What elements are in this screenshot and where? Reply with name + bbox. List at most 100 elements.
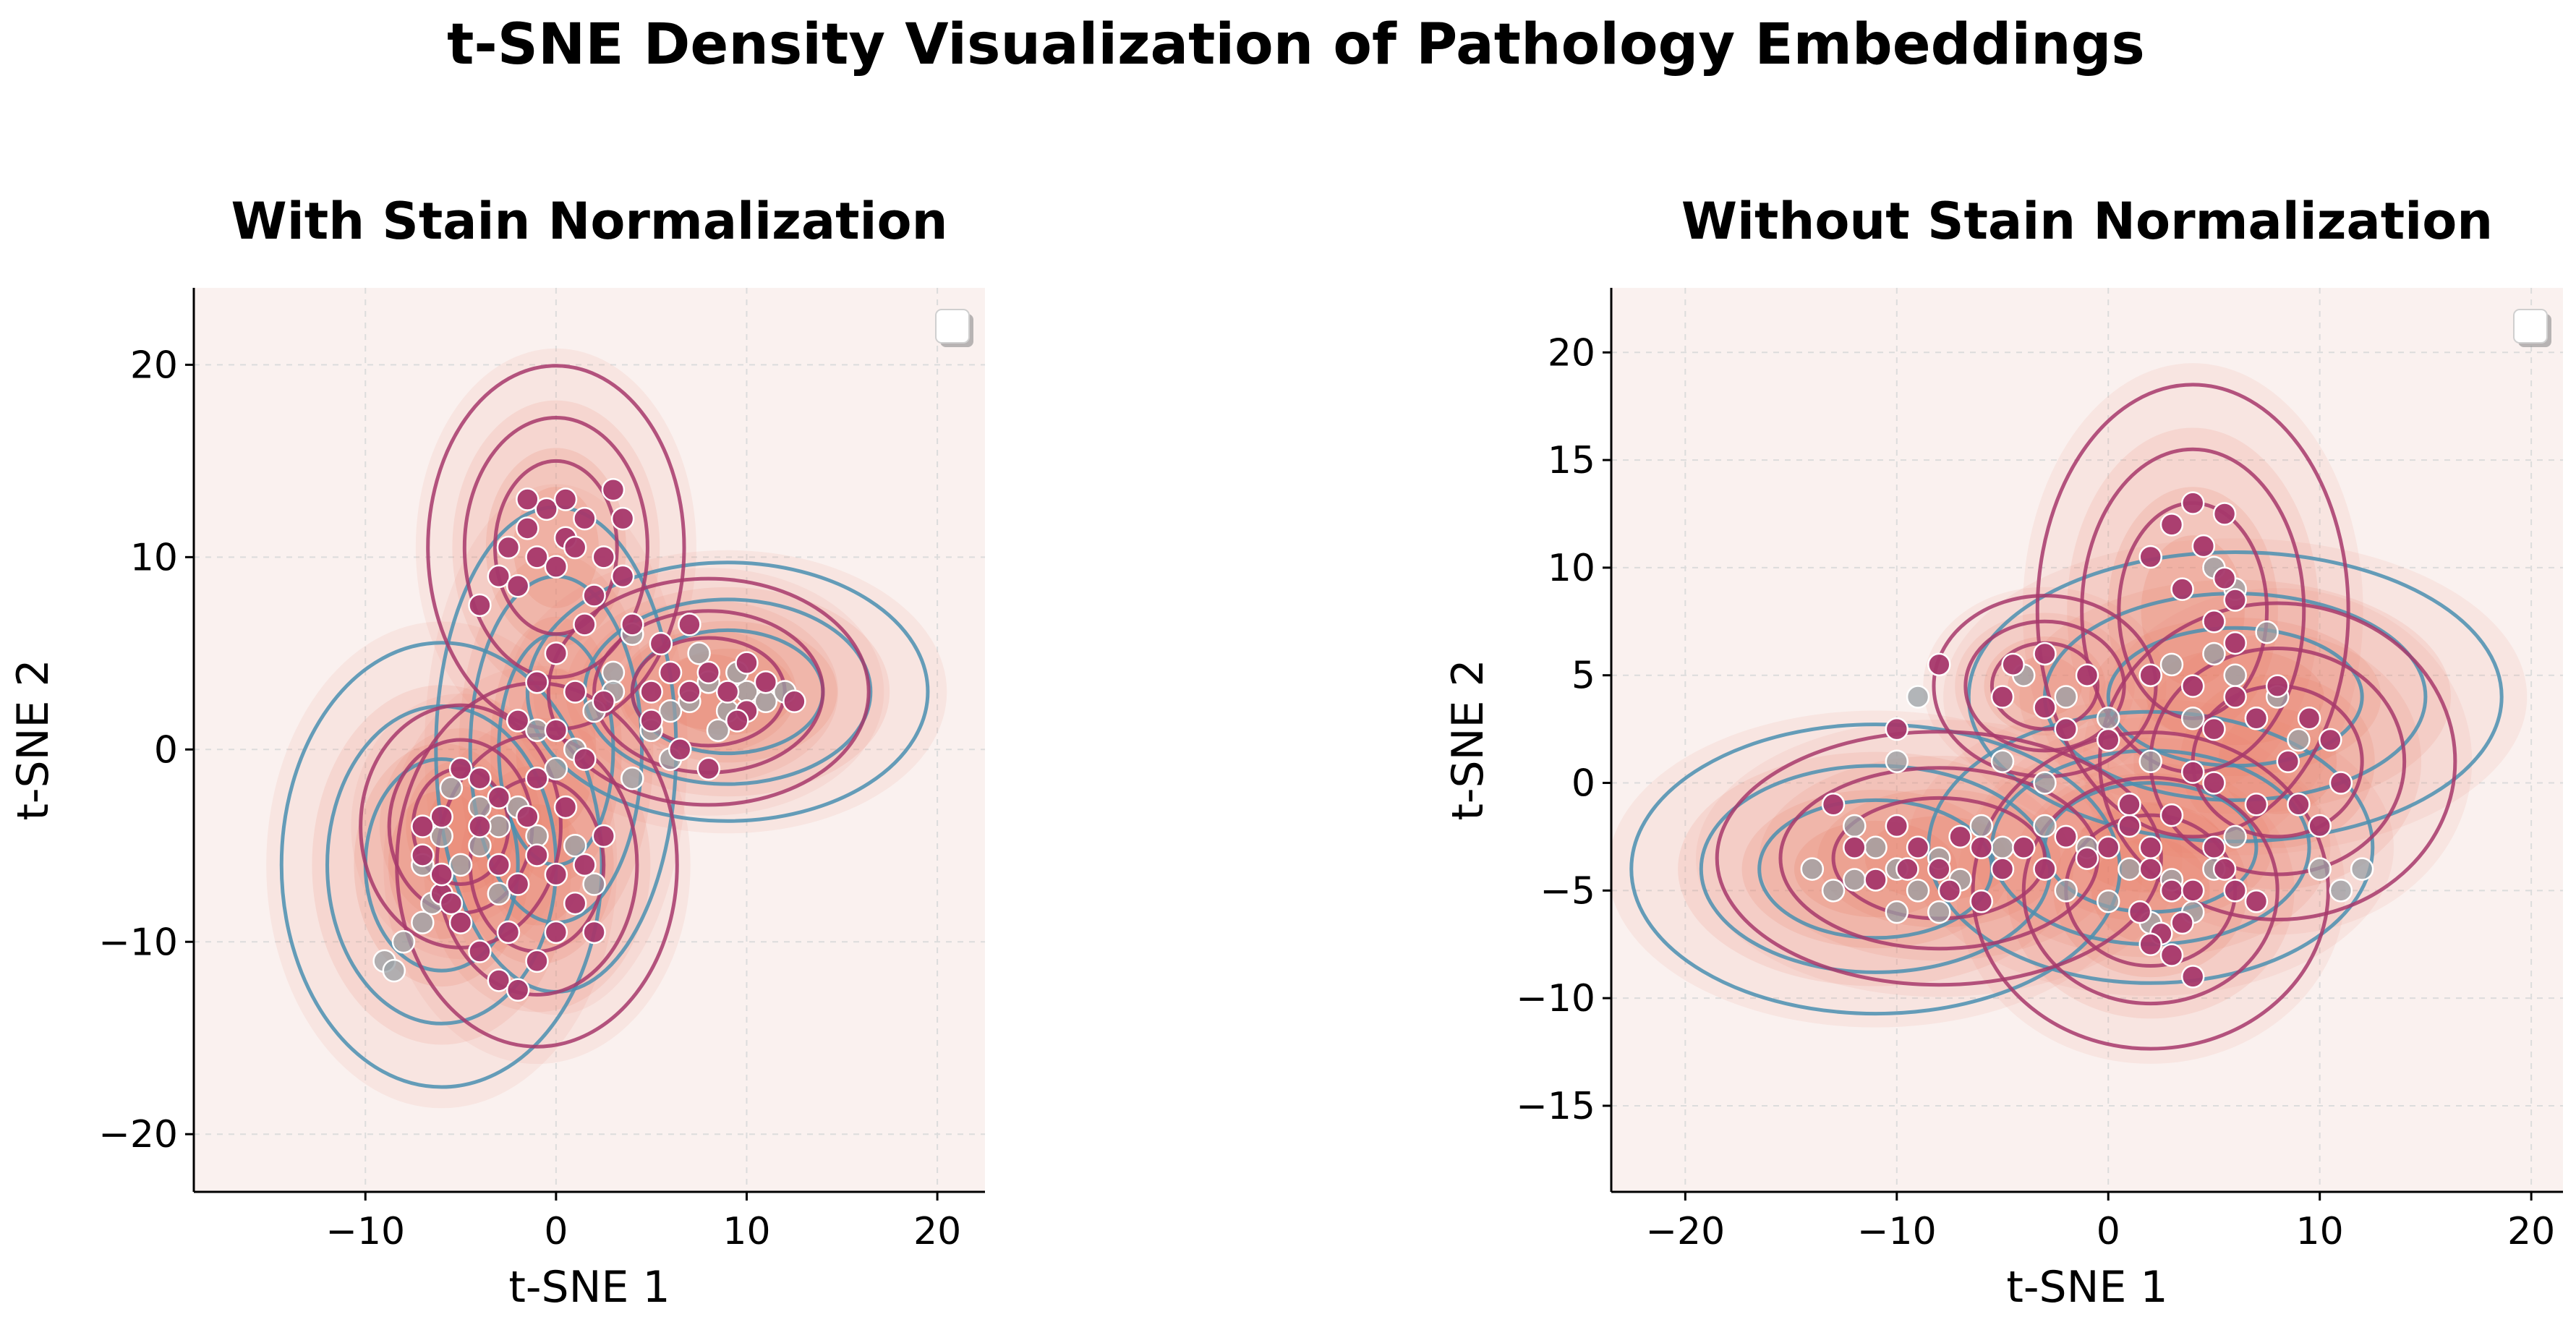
scatter-point-magenta — [2075, 663, 2099, 687]
scatter-point-grey — [544, 756, 568, 781]
scatter-point-grey — [1885, 900, 1909, 924]
scatter-point-grey — [1906, 879, 1930, 903]
x-tick-label: 20 — [2507, 1210, 2555, 1253]
scatter-point-magenta — [544, 718, 568, 742]
scatter-point-magenta — [1927, 652, 1951, 677]
scatter-point-magenta — [735, 651, 759, 675]
scatter-point-magenta — [754, 670, 778, 694]
scatter-point-grey — [1990, 749, 2015, 774]
scatter-point-magenta — [496, 535, 521, 560]
scatter-point-magenta — [2180, 674, 2205, 698]
scatter-point-grey — [382, 958, 406, 983]
scatter-point-magenta — [2191, 534, 2216, 558]
scatter-point-grey — [2054, 685, 2078, 709]
scatter-point-grey — [448, 853, 473, 877]
scatter-point-magenta — [448, 756, 473, 781]
scatter-point-magenta — [430, 862, 453, 887]
scatter-point-grey — [2223, 663, 2247, 687]
scatter-point-magenta — [525, 949, 549, 973]
panel-without-stain-normalization: −20 −10 0 10 20 −15 −10 −5 0 5 10 15 20 Without Stain… — [1443, 192, 2563, 1313]
scatter-point-magenta — [725, 709, 749, 733]
scatter-point-magenta — [2319, 728, 2342, 752]
density-contour-magenta — [462, 416, 649, 680]
scatter-point-grey — [2329, 879, 2353, 903]
scatter-point-grey — [2033, 771, 2057, 795]
y-tick-label: 10 — [1548, 547, 1595, 590]
scatter-point-grey — [563, 834, 587, 858]
y-tick-label: −10 — [1516, 977, 1595, 1020]
scatter-point-magenta — [2297, 706, 2321, 730]
scatter-point-grey — [1906, 685, 1930, 709]
scatter-point-magenta — [411, 814, 435, 838]
scatter-point-magenta — [2202, 610, 2226, 634]
scatter-point-magenta — [1990, 685, 2015, 709]
scatter-point-magenta — [525, 670, 549, 694]
scatter-point-magenta — [487, 968, 511, 992]
scatter-point-magenta — [2212, 502, 2237, 526]
density-contour-magenta — [493, 459, 619, 636]
panel-title: Without Stain Normalization — [1681, 192, 2493, 251]
scatter-point-magenta — [430, 805, 453, 829]
scatter-point-magenta — [2159, 513, 2184, 537]
y-tick-label: 20 — [1548, 331, 1595, 375]
scatter-point-magenta — [468, 766, 492, 790]
x-tick-label: −10 — [325, 1210, 405, 1253]
panel-title: With Stain Normalization — [231, 192, 948, 251]
scatter-point-grey — [1969, 814, 1994, 838]
scatter-point-grey — [1800, 857, 1825, 881]
scatter-point-grey — [1843, 814, 1867, 838]
scatter-point-grey — [411, 911, 435, 934]
y-tick-label: −20 — [98, 1113, 178, 1156]
scatter-point-magenta — [2054, 824, 2078, 849]
scatter-point-magenta — [2138, 857, 2162, 881]
scatter-point-magenta — [678, 613, 701, 636]
x-tick-label: 0 — [2097, 1210, 2120, 1253]
scatter-point-grey — [2350, 857, 2374, 881]
scatter-point-magenta — [2096, 728, 2120, 752]
scatter-point-magenta — [2075, 846, 2099, 870]
y-tick-label: −15 — [1516, 1085, 1595, 1128]
scatter-point-magenta — [2265, 674, 2290, 698]
scatter-point-grey — [1927, 900, 1951, 924]
scatter-point-magenta — [639, 680, 663, 704]
scatter-point-magenta — [658, 660, 683, 685]
x-tick-label: 0 — [544, 1210, 568, 1253]
scatter-point-magenta — [2202, 717, 2226, 741]
scatter-point-magenta — [573, 853, 597, 877]
x-axis-label: t-SNE 1 — [508, 1262, 670, 1313]
panel-with-stain-normalization: −10 0 10 20 −20 −10 0 10 20 With Stain Normalizat… — [8, 192, 985, 1313]
scatter-point-magenta — [1895, 857, 1919, 881]
scatter-point-magenta — [1990, 857, 2015, 881]
scatter-point-magenta — [1927, 857, 1951, 881]
scatter-point-grey — [2202, 641, 2226, 666]
scatter-point-magenta — [592, 824, 616, 848]
density-contour-magenta — [1715, 730, 2163, 987]
scatter-point-magenta — [487, 785, 511, 810]
scatter-point-magenta — [2212, 857, 2237, 881]
scatter-point-magenta — [1864, 868, 1888, 892]
scatter-point-magenta — [678, 680, 701, 704]
scatter-point-magenta — [2212, 566, 2237, 591]
scatter-point-grey — [582, 872, 606, 896]
scatter-point-magenta — [2033, 641, 2057, 666]
density-fill — [452, 400, 660, 695]
density-fill — [2067, 427, 2319, 794]
scatter-point-magenta — [506, 872, 530, 896]
y-tick-label: 0 — [1571, 762, 1595, 806]
scatter-point-grey — [2159, 652, 2184, 677]
figure-title: t-SNE Density Visualization of Pathology… — [447, 12, 2145, 77]
scatter-point-magenta — [2329, 771, 2353, 795]
scatter-point-grey — [487, 882, 511, 906]
scatter-point-grey — [2096, 889, 2120, 913]
scatter-point-magenta — [2138, 663, 2162, 687]
scatter-point-magenta — [2159, 943, 2184, 967]
scatter-point-magenta — [601, 478, 626, 502]
scatter-point-magenta — [439, 891, 464, 916]
x-axis-label: t-SNE 1 — [2006, 1262, 2167, 1313]
y-axis-label: t-SNE 2 — [8, 659, 59, 820]
scatter-point-magenta — [2054, 717, 2078, 741]
scatter-point-magenta — [649, 631, 673, 656]
scatter-point-grey — [1885, 749, 1909, 774]
y-tick-label: 0 — [154, 728, 178, 772]
scatter-point-magenta — [2138, 932, 2162, 956]
